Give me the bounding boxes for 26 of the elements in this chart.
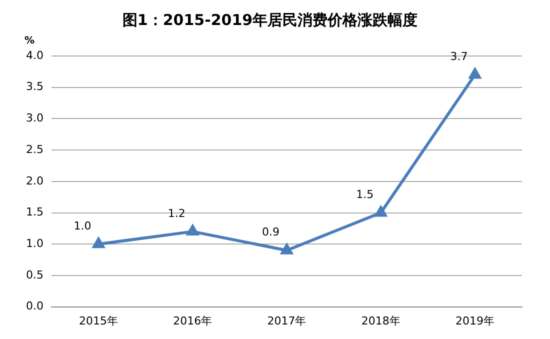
- x-tick-label: 2015年: [79, 314, 118, 328]
- y-tick-label: 0.0: [26, 300, 44, 313]
- x-tick-label: 2017年: [267, 314, 306, 328]
- y-tick-label: 0.5: [26, 268, 44, 282]
- y-tick-label: 1.5: [26, 206, 44, 219]
- y-tick-label: 2.0: [26, 174, 44, 188]
- point: [375, 206, 387, 217]
- y-tick-label: 4.0: [26, 48, 44, 62]
- y-tick-label: 3.5: [26, 80, 44, 94]
- x-tick-label: 2018年: [361, 314, 400, 328]
- y-tick-label: 3.0: [26, 112, 44, 125]
- data-label: 1.5: [356, 188, 374, 202]
- y-tick-label: 1.0: [26, 236, 44, 250]
- point: [280, 244, 293, 254]
- data-label: 0.9: [262, 226, 280, 239]
- data-label: 1.2: [168, 206, 186, 220]
- data-label: 3.7: [450, 50, 468, 64]
- point: [186, 225, 198, 236]
- data-label: 1.0: [74, 219, 92, 232]
- point: [469, 68, 481, 79]
- y-tick-label: 2.5: [26, 142, 44, 156]
- x-tick-label: 2016年: [173, 314, 212, 328]
- y-axis-title: %: [24, 36, 35, 47]
- chart-title: 图1：2015-2019年居民消费价格涨跌幅度: [122, 10, 418, 29]
- x-tick-label: 2019年: [455, 314, 494, 328]
- point: [92, 238, 104, 248]
